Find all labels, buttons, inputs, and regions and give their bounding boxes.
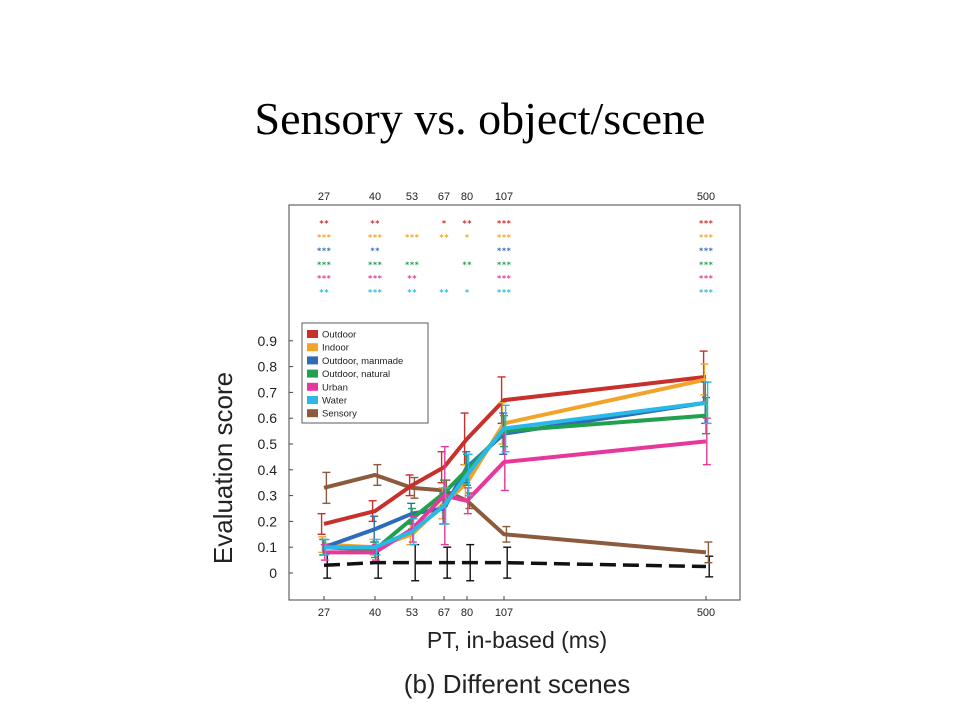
y-tick-label: 0.1: [258, 539, 278, 555]
top-tick-label: 40: [369, 191, 381, 203]
x-tick-label: 500: [697, 607, 715, 619]
top-tick-labels: 27 40 53 67 80 107 500: [318, 191, 715, 203]
significance-mark: ***: [317, 233, 332, 242]
y-tick-labels: 0 0.1 0.2 0.3 0.4 0.5 0.6 0.7 0.8 0.9: [258, 333, 293, 581]
y-tick-label: 0.6: [258, 410, 278, 426]
legend: Outdoor Indoor Outdoor, manmade Outdoor, na…: [301, 322, 429, 424]
significance-mark: *: [465, 288, 470, 297]
significance-mark: **: [462, 219, 472, 228]
plot-frame: [288, 204, 741, 601]
significance-mark: **: [439, 233, 449, 242]
y-tick-label: 0.8: [258, 359, 278, 375]
significance-mark: ***: [497, 274, 512, 283]
y-tick-label: 0.2: [258, 513, 278, 529]
series-line: [323, 560, 707, 569]
y-tick-label: 0: [269, 565, 277, 581]
significance-mark: ***: [699, 219, 714, 228]
significance-mark: ***: [497, 260, 512, 269]
y-tick-label: 0.9: [258, 333, 278, 349]
x-tick-label: 40: [369, 607, 381, 619]
x-tick-label: 80: [461, 607, 473, 619]
legend-label: Urban: [322, 382, 348, 393]
legend-swatch: [307, 382, 318, 391]
series-line: [324, 400, 707, 550]
series-lines: [317, 350, 714, 582]
bottom-tick-labels: 27 40 53 67 80 107 500: [318, 596, 715, 619]
significance-mark: ***: [368, 288, 383, 297]
x-tick-label: 107: [495, 607, 513, 619]
x-tick-label: 53: [406, 607, 418, 619]
significance-mark: ***: [699, 274, 714, 283]
significance-mark: ***: [699, 288, 714, 297]
slide-title: Sensory vs. object/scene: [254, 93, 706, 144]
significance-mark: **: [370, 247, 380, 256]
chart-caption: (b) Different scenes: [404, 669, 630, 699]
significance-mark: ***: [317, 274, 332, 283]
y-tick-label: 0.3: [258, 488, 278, 504]
significance-stars: ** ** * ** *** ****** *** *** ** * *** ****** ** *** *…: [317, 219, 714, 297]
significance-mark: ***: [699, 260, 714, 269]
legend-box: [301, 322, 429, 424]
significance-mark: **: [439, 288, 449, 297]
legend-label: Water: [322, 396, 347, 407]
top-tick-label: 27: [318, 191, 330, 203]
significance-mark: ***: [368, 233, 383, 242]
significance-mark: ***: [405, 260, 420, 269]
legend-label: Indoor: [322, 343, 349, 354]
legend-swatch: [307, 409, 318, 418]
significance-mark: ***: [317, 247, 332, 256]
significance-mark: ***: [405, 233, 420, 242]
series-urban: [320, 417, 711, 561]
legend-swatch: [307, 369, 318, 378]
x-tick-label: 67: [438, 607, 450, 619]
significance-mark: ***: [497, 288, 512, 297]
significance-mark: **: [407, 288, 417, 297]
significance-mark: **: [370, 219, 380, 228]
significance-mark: ***: [368, 274, 383, 283]
y-tick-label: 0.7: [258, 384, 278, 400]
legend-label: Outdoor, manmade: [322, 356, 403, 367]
significance-mark: ***: [699, 233, 714, 242]
legend-swatch: [307, 343, 318, 352]
significance-mark: *: [465, 233, 470, 242]
legend-swatch: [307, 330, 318, 338]
significance-mark: ***: [497, 247, 512, 256]
x-tick-label: 27: [318, 607, 330, 619]
significance-mark: **: [462, 260, 472, 269]
top-tick-label: 67: [438, 191, 450, 203]
series-line: [323, 472, 707, 555]
significance-mark: **: [319, 288, 329, 297]
significance-mark: ***: [497, 219, 512, 228]
top-tick-label: 107: [495, 191, 513, 203]
series-line: [324, 439, 707, 555]
series-outdoor: [317, 350, 708, 535]
y-axis-label: Evaluation score: [208, 372, 238, 564]
y-tick-label: 0.5: [258, 436, 278, 452]
legend-swatch: [307, 356, 318, 365]
legend-label: Outdoor: [322, 330, 356, 341]
series-water: [321, 381, 712, 556]
significance-mark: ***: [368, 260, 383, 269]
significance-mark: ***: [317, 260, 332, 269]
significance-mark: **: [319, 219, 329, 228]
series-line: [323, 413, 707, 552]
significance-mark: ***: [497, 233, 512, 242]
significance-mark: **: [407, 274, 417, 283]
legend-label: Outdoor, natural: [322, 369, 390, 380]
top-tick-label: 80: [461, 191, 473, 203]
legend-label: Sensory: [322, 409, 357, 420]
series-line: [323, 374, 707, 526]
top-tick-label: 53: [406, 191, 418, 203]
series-line: [323, 400, 707, 550]
y-tick-label: 0.4: [258, 462, 278, 478]
significance-mark: ***: [699, 247, 714, 256]
significance-mark: *: [442, 219, 447, 228]
legend-swatch: [307, 396, 318, 404]
top-tick-label: 500: [697, 191, 715, 203]
x-axis-label: PT, in-based (ms): [427, 627, 607, 653]
